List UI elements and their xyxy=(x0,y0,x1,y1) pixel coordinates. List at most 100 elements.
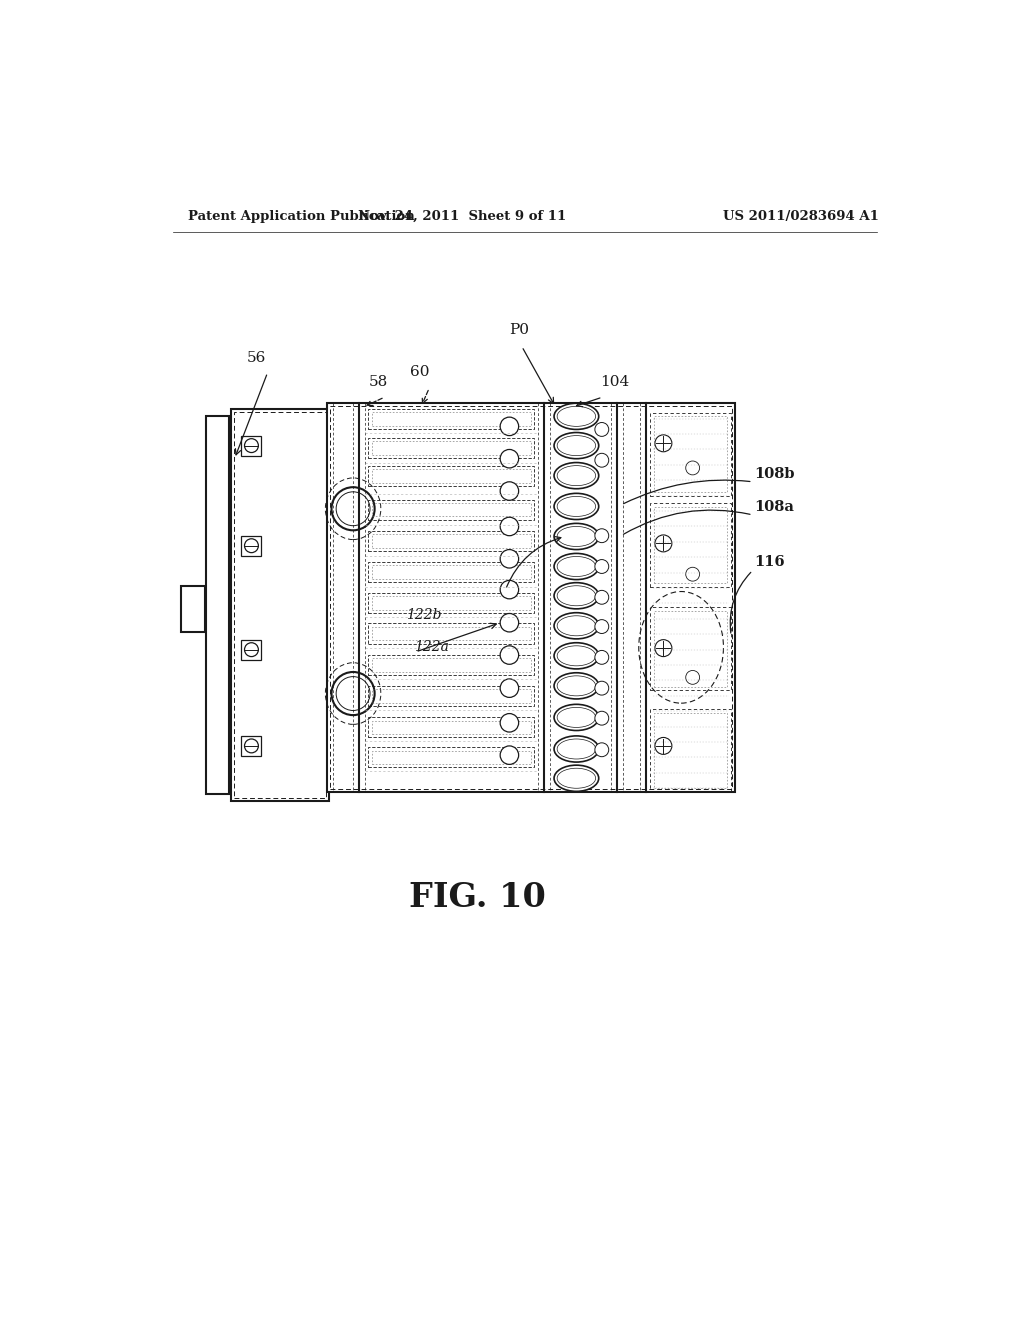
Bar xyxy=(372,470,531,483)
Circle shape xyxy=(500,645,518,664)
Circle shape xyxy=(595,681,608,696)
Ellipse shape xyxy=(557,739,596,759)
Circle shape xyxy=(500,714,518,733)
Bar xyxy=(233,412,326,799)
Text: 116: 116 xyxy=(755,556,784,569)
Circle shape xyxy=(332,487,375,531)
Bar xyxy=(369,623,535,644)
Ellipse shape xyxy=(554,462,599,488)
Text: Patent Application Publication: Patent Application Publication xyxy=(188,210,415,223)
Ellipse shape xyxy=(557,496,596,516)
Ellipse shape xyxy=(557,586,596,606)
Circle shape xyxy=(245,539,258,553)
Circle shape xyxy=(500,449,518,469)
Bar xyxy=(369,438,535,458)
Bar xyxy=(372,751,531,764)
Bar xyxy=(327,404,735,792)
Ellipse shape xyxy=(554,705,599,730)
Bar xyxy=(369,499,535,520)
Ellipse shape xyxy=(554,612,599,639)
Ellipse shape xyxy=(557,616,596,636)
Circle shape xyxy=(655,640,672,656)
Bar xyxy=(230,409,330,801)
Bar xyxy=(242,640,261,660)
Bar xyxy=(372,595,531,610)
Text: Nov. 24, 2011  Sheet 9 of 11: Nov. 24, 2011 Sheet 9 of 11 xyxy=(357,210,566,223)
Circle shape xyxy=(595,619,608,634)
Circle shape xyxy=(655,535,672,552)
Ellipse shape xyxy=(557,645,596,665)
Circle shape xyxy=(595,422,608,437)
Circle shape xyxy=(245,739,258,752)
Circle shape xyxy=(332,672,375,715)
Bar xyxy=(372,721,531,734)
Bar xyxy=(242,737,261,756)
Text: 122a: 122a xyxy=(414,640,449,655)
Text: 60: 60 xyxy=(410,366,429,379)
Text: 108a: 108a xyxy=(755,500,795,513)
Bar xyxy=(369,747,535,767)
Bar xyxy=(372,412,531,425)
Circle shape xyxy=(500,417,518,436)
Circle shape xyxy=(686,671,699,684)
Circle shape xyxy=(500,482,518,500)
Ellipse shape xyxy=(554,737,599,762)
Ellipse shape xyxy=(554,404,599,429)
Ellipse shape xyxy=(557,527,596,546)
Bar xyxy=(369,655,535,675)
Ellipse shape xyxy=(554,523,599,549)
Bar xyxy=(242,436,261,455)
Circle shape xyxy=(245,438,258,453)
Circle shape xyxy=(595,711,608,725)
Circle shape xyxy=(595,529,608,543)
Circle shape xyxy=(595,560,608,573)
Text: 108b: 108b xyxy=(755,467,795,480)
Circle shape xyxy=(500,746,518,764)
Bar xyxy=(372,689,531,702)
Circle shape xyxy=(500,678,518,697)
Text: 58: 58 xyxy=(369,375,388,388)
Bar xyxy=(369,562,535,582)
Circle shape xyxy=(595,651,608,664)
Circle shape xyxy=(500,549,518,568)
Ellipse shape xyxy=(557,708,596,727)
Circle shape xyxy=(595,743,608,756)
Ellipse shape xyxy=(557,466,596,486)
Circle shape xyxy=(655,738,672,755)
Bar xyxy=(369,466,535,487)
Circle shape xyxy=(686,461,699,475)
Bar xyxy=(654,611,727,686)
Circle shape xyxy=(500,614,518,632)
Bar xyxy=(650,413,731,496)
Ellipse shape xyxy=(554,582,599,609)
Bar xyxy=(372,565,531,579)
Bar xyxy=(650,607,731,690)
Text: 122b: 122b xyxy=(407,609,441,622)
Bar xyxy=(369,409,535,429)
Circle shape xyxy=(500,581,518,599)
Bar xyxy=(654,507,727,582)
Bar xyxy=(654,713,727,788)
Circle shape xyxy=(336,677,370,710)
Bar xyxy=(372,441,531,455)
Ellipse shape xyxy=(557,436,596,455)
Bar xyxy=(372,627,531,640)
Bar xyxy=(330,407,732,789)
Ellipse shape xyxy=(557,407,596,426)
Text: 56: 56 xyxy=(247,351,266,366)
Bar xyxy=(654,416,727,492)
Text: P0: P0 xyxy=(509,323,529,337)
Text: 104: 104 xyxy=(600,375,630,389)
Circle shape xyxy=(245,643,258,656)
Bar xyxy=(372,659,531,672)
Circle shape xyxy=(595,590,608,605)
Ellipse shape xyxy=(554,643,599,669)
Text: US 2011/0283694 A1: US 2011/0283694 A1 xyxy=(723,210,879,223)
Bar xyxy=(372,503,531,516)
Bar xyxy=(180,586,205,632)
Bar xyxy=(206,416,229,793)
Ellipse shape xyxy=(554,766,599,792)
Bar xyxy=(369,593,535,612)
Ellipse shape xyxy=(557,676,596,696)
Circle shape xyxy=(595,453,608,467)
